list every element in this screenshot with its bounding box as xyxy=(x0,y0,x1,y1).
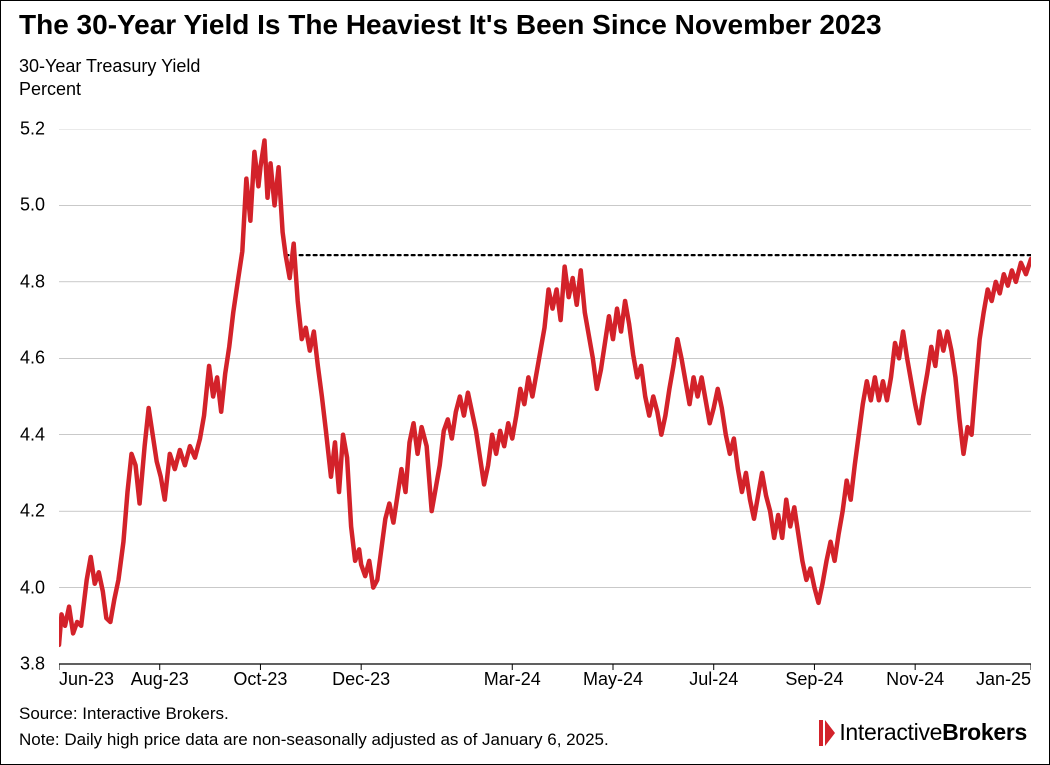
y-tick-label: 4.8 xyxy=(20,271,45,292)
y-tick-label: 4.2 xyxy=(20,501,45,522)
y-tick-label: 4.4 xyxy=(20,424,45,445)
chart-frame: The 30-Year Yield Is The Heaviest It's B… xyxy=(0,0,1050,765)
plot-area xyxy=(59,129,1031,664)
source-text: Source: Interactive Brokers. xyxy=(19,704,229,724)
axis-layer xyxy=(59,129,1031,674)
y-tick-label: 4.6 xyxy=(20,348,45,369)
ib-glyph-icon xyxy=(817,720,835,746)
logo-secondary: Brokers xyxy=(942,719,1027,745)
x-axis-labels: Jun-23 Aug-23 Oct-23 Dec-23 Mar-24 May-24 Jul-… xyxy=(59,669,1031,687)
y-tick-label: 5.0 xyxy=(20,195,45,216)
x-tick-label: Sep-24 xyxy=(785,669,843,690)
x-tick-label: Dec-23 xyxy=(332,669,390,690)
logo-text: InteractiveBrokers xyxy=(839,719,1027,746)
y-tick-label: 5.2 xyxy=(20,119,45,140)
y-tick-label: 4.0 xyxy=(20,577,45,598)
x-tick-label: May-24 xyxy=(583,669,643,690)
x-tick-label: Jan-25 xyxy=(976,669,1031,690)
chart-title: The 30-Year Yield Is The Heaviest It's B… xyxy=(19,9,882,41)
y-tick-label: 3.8 xyxy=(20,654,45,675)
x-tick-label: Nov-24 xyxy=(886,669,944,690)
chart-subtitle-1: 30-Year Treasury Yield xyxy=(19,56,200,77)
x-tick-label: Mar-24 xyxy=(484,669,541,690)
interactive-brokers-logo: InteractiveBrokers xyxy=(817,719,1027,746)
chart-subtitle-2: Percent xyxy=(19,79,81,100)
x-tick-label: Jun-23 xyxy=(59,669,114,690)
x-tick-label: Oct-23 xyxy=(233,669,287,690)
x-tick-label: Aug-23 xyxy=(131,669,189,690)
note-text: Note: Daily high price data are non-seas… xyxy=(19,730,609,750)
x-tick-label: Jul-24 xyxy=(689,669,738,690)
logo-primary: Interactive xyxy=(839,719,942,745)
y-axis-labels: 3.84.04.24.44.64.85.05.2 xyxy=(1,129,53,664)
